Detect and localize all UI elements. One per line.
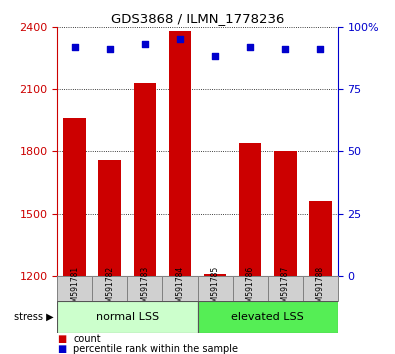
Bar <box>57 301 198 333</box>
Bar <box>267 276 303 301</box>
Bar <box>169 31 191 276</box>
Bar <box>239 143 261 276</box>
Bar <box>274 152 297 276</box>
Bar <box>303 276 338 301</box>
Point <box>71 44 78 49</box>
Bar <box>198 276 233 301</box>
Text: ■: ■ <box>57 344 66 354</box>
Text: GSM591785: GSM591785 <box>211 266 220 312</box>
Text: ■: ■ <box>57 334 66 344</box>
Bar <box>198 301 338 333</box>
Point <box>177 36 183 42</box>
Bar <box>57 276 92 301</box>
Text: elevated LSS: elevated LSS <box>231 312 304 322</box>
Bar <box>162 276 198 301</box>
Bar <box>98 160 121 276</box>
Point <box>282 46 288 52</box>
Title: GDS3868 / ILMN_1778236: GDS3868 / ILMN_1778236 <box>111 12 284 25</box>
Text: GSM591786: GSM591786 <box>246 266 255 312</box>
Bar <box>92 276 127 301</box>
Text: GSM591787: GSM591787 <box>280 266 290 312</box>
Text: GSM591784: GSM591784 <box>175 266 184 312</box>
Point <box>107 46 113 52</box>
Text: GSM591788: GSM591788 <box>316 266 325 312</box>
Point <box>142 41 148 47</box>
Text: stress ▶: stress ▶ <box>14 312 53 322</box>
Point <box>317 46 324 52</box>
Point <box>212 54 218 59</box>
Point <box>247 44 253 49</box>
Text: count: count <box>73 334 101 344</box>
Bar <box>134 83 156 276</box>
Bar <box>64 118 86 276</box>
Bar <box>309 201 331 276</box>
Text: percentile rank within the sample: percentile rank within the sample <box>73 344 238 354</box>
Text: normal LSS: normal LSS <box>96 312 159 322</box>
Bar <box>204 274 226 276</box>
Bar <box>127 276 162 301</box>
Bar <box>233 276 267 301</box>
Text: GSM591782: GSM591782 <box>105 266 115 312</box>
Text: GSM591783: GSM591783 <box>140 266 149 312</box>
Text: GSM591781: GSM591781 <box>70 266 79 312</box>
